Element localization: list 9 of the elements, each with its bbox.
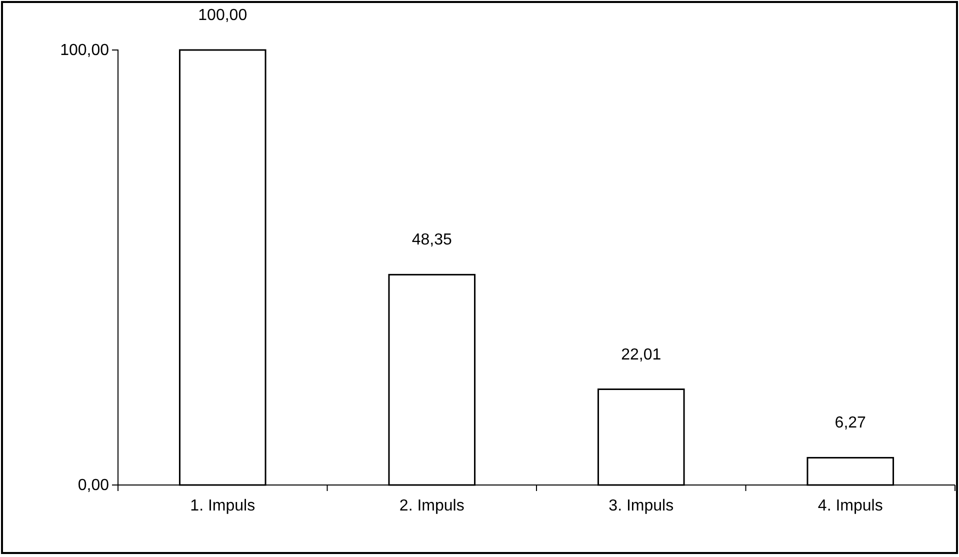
x-tick-label: 1. Impuls [190,497,256,514]
data-label: 100,00 [198,7,248,24]
data-label: 48,35 [412,232,452,249]
x-tick-label: 4. Impuls [818,497,883,514]
data-label: 6,27 [834,414,866,432]
data-label: 22,01 [621,346,662,364]
x-tick-label: 3. Impuls [608,497,674,514]
x-tick-label: 2. Impuls [399,497,464,514]
y-tick-label: 0,00 [78,477,110,494]
